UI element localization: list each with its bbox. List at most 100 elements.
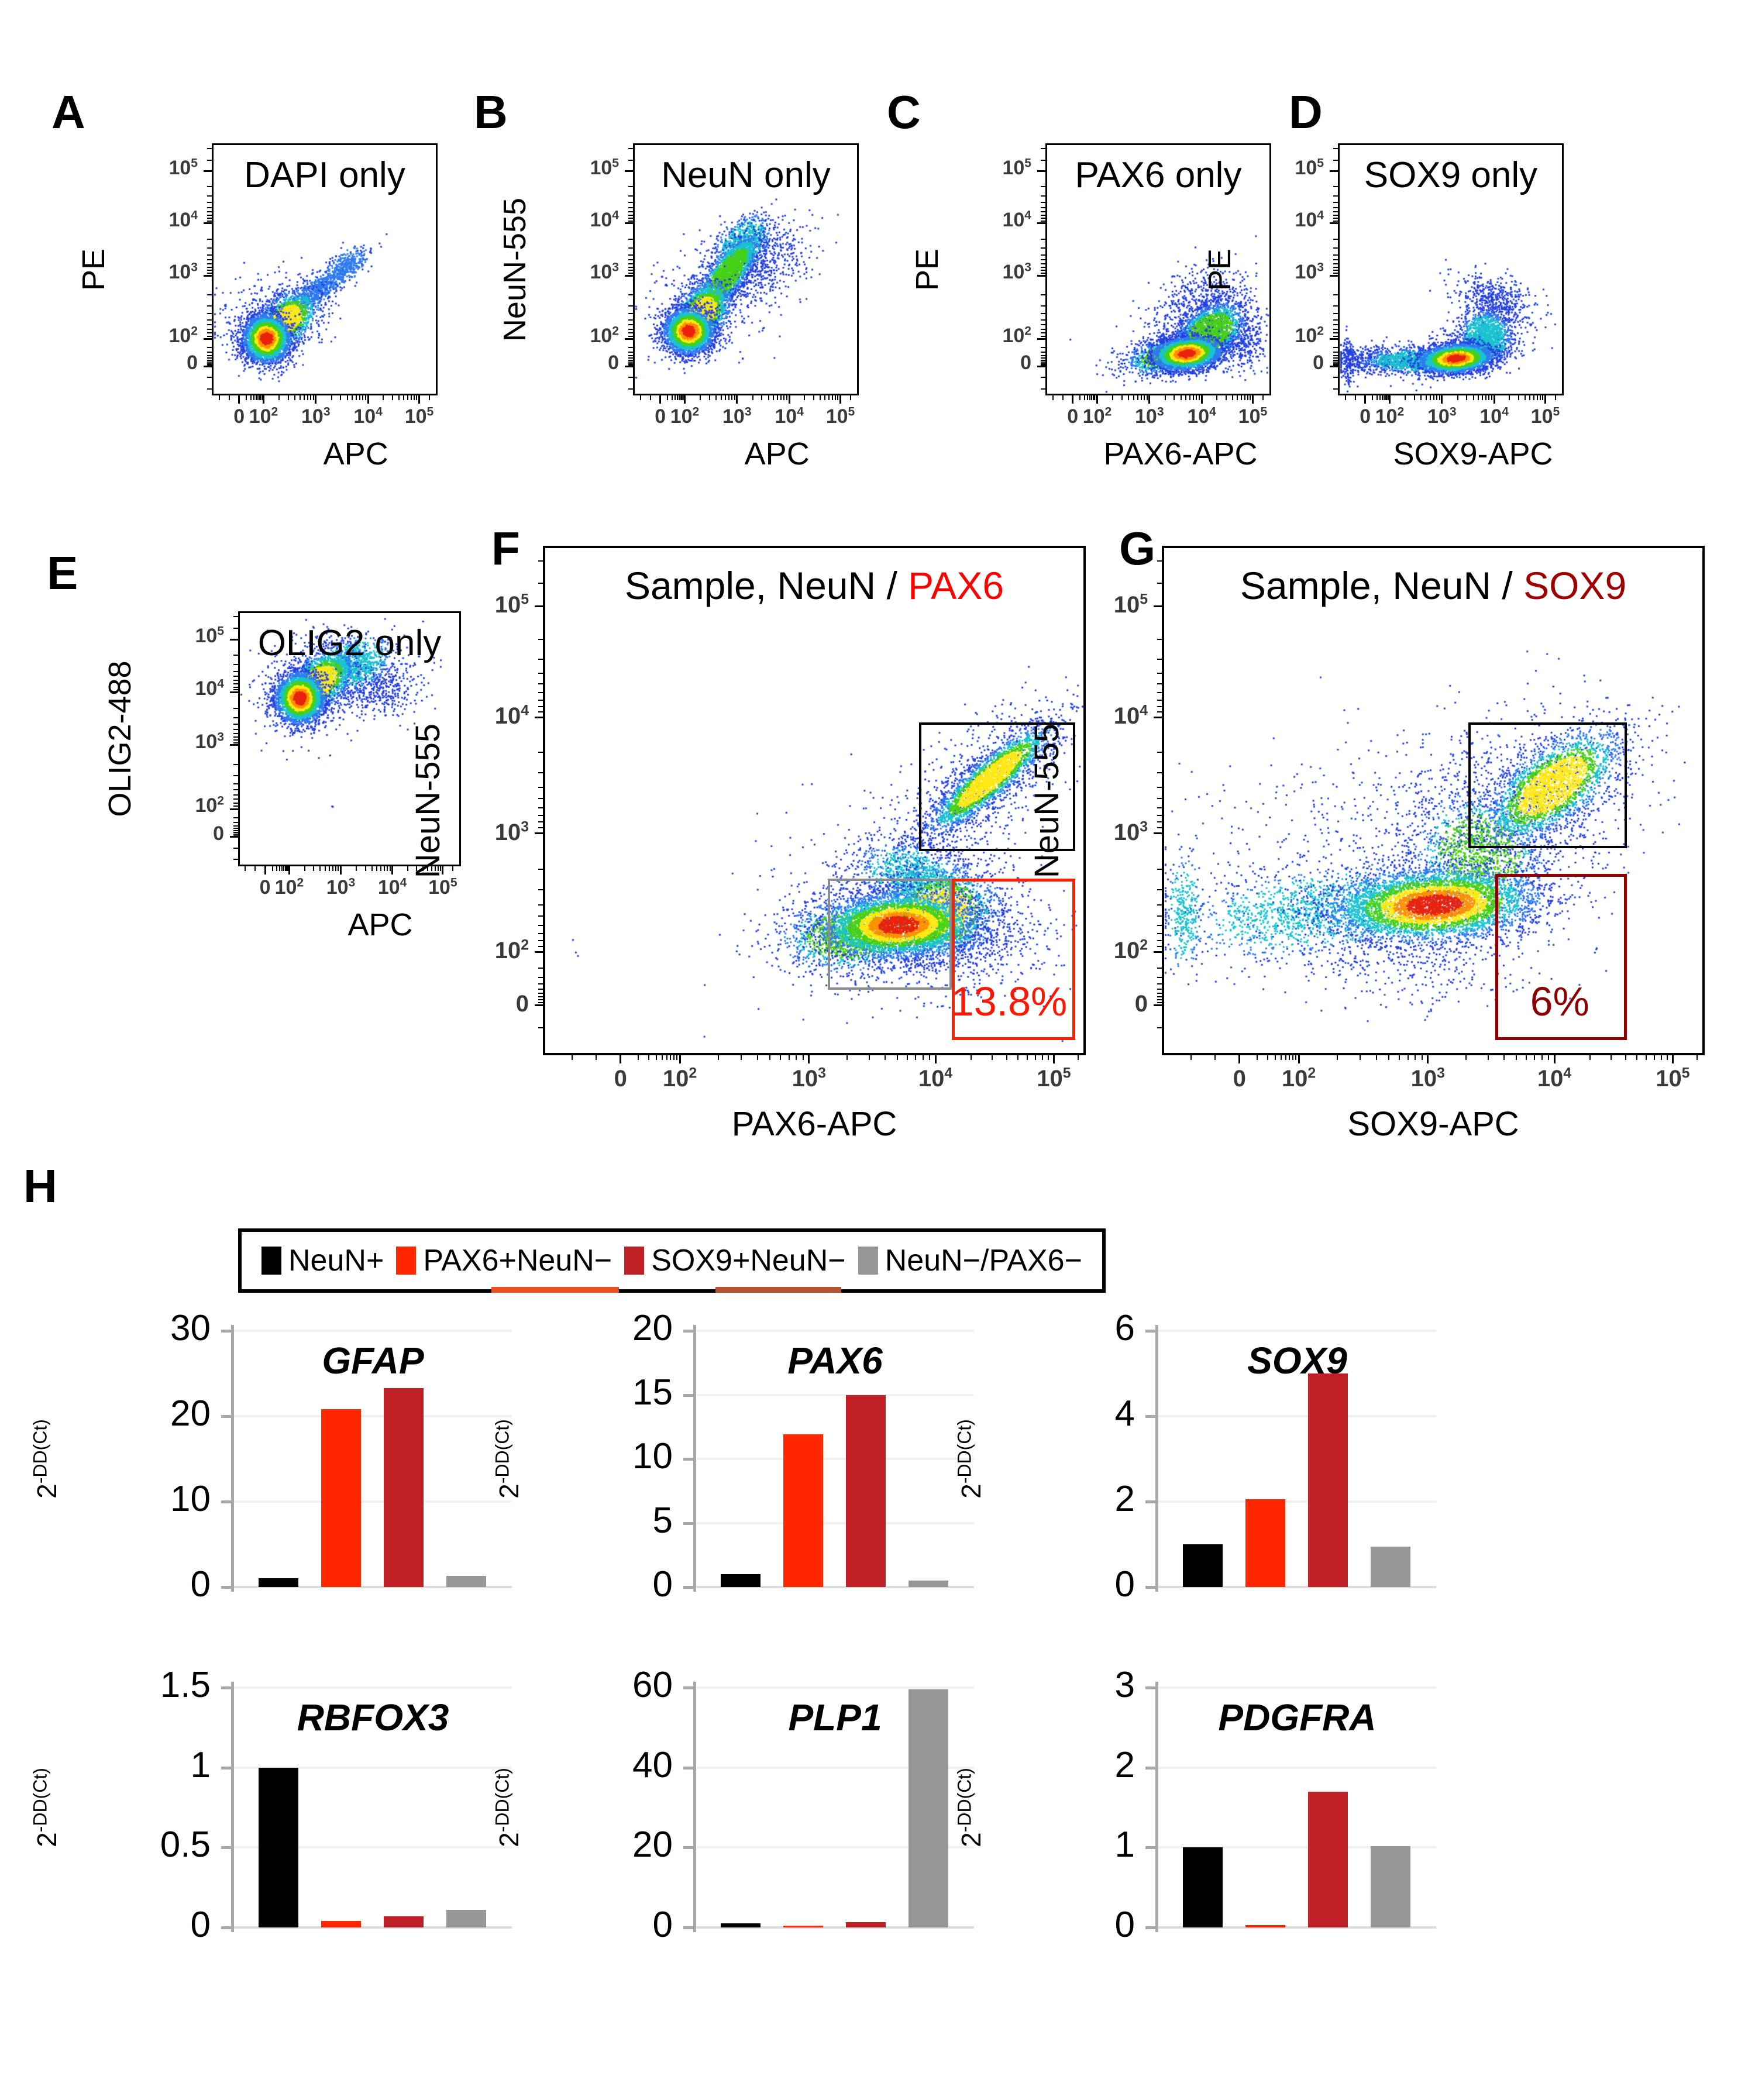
y-tick-minor [1333,305,1338,307]
y-tick-minor [628,220,633,222]
x-tick-minor [398,395,400,400]
x-tick-minor [389,866,391,871]
y-tick-minor [628,335,633,337]
x-tick-label: 102 [1082,405,1112,428]
x-tick-minor [1487,1055,1489,1060]
y-tick-mark [625,365,633,367]
plot-title-text: DAPI only [244,155,405,195]
x-tick-mark [315,395,317,404]
x-tick-minor [1421,1055,1423,1060]
y-tick-minor [1333,159,1338,161]
y-tick-minor [1333,332,1338,333]
legend-label: NeuN−/PAX6− [885,1244,1082,1278]
chart-gridline [1158,1415,1436,1417]
x-tick-minor [415,866,417,871]
y-tick-label: 104 [494,703,529,729]
y-tick-minor [538,814,543,816]
x-tick-minor [718,1055,720,1060]
x-tick-minor [1112,395,1114,400]
y-tick-minor [233,798,238,800]
x-tick-label: 105 [1530,405,1560,428]
y-tick-minor [628,346,633,348]
y-tick-minor [628,195,633,197]
y-tick-minor [1157,683,1162,684]
y-tick-minor [233,789,238,791]
x-tick-label: 105 [428,876,457,898]
y-tick-minor [233,717,238,718]
y-tick-minor [1333,328,1338,330]
panel-letter-E: E [47,547,78,599]
y-tick-label: 0 [1020,352,1031,374]
y-tick-minor [1157,946,1162,948]
legend-swatch [858,1247,878,1275]
y-tick-minor [628,273,633,274]
x-tick-minor [1354,395,1356,400]
x-tick-mark [442,866,444,875]
y-axis-label-B: NeuN-555 [497,197,532,342]
chart-gridline [234,1686,512,1689]
y-tick-minor [233,728,238,730]
y-tick-minor [1041,324,1045,326]
chart-gridline [696,1521,974,1524]
y-tick-minor [538,772,543,773]
y-tick-minor [233,834,238,835]
y-tick-minor [1333,351,1338,353]
x-tick-minor [1667,1055,1668,1060]
x-tick-minor [352,395,353,400]
x-tick-minor [1086,395,1088,400]
x-tick-mark [1364,395,1367,404]
chart-y-tick-label: 0.5 [160,1824,211,1865]
y-tick-label: 102 [1295,324,1324,347]
chart-gridline [1158,1846,1436,1849]
x-tick-minor [1425,395,1427,400]
y-tick-label: 0 [1134,991,1148,1017]
y-tick-mark [1330,365,1338,367]
y-tick-label: 104 [1002,208,1031,231]
y-tick-minor [1157,691,1162,693]
chart-y-tick-label: 60 [632,1665,673,1705]
x-tick-minor [428,395,430,400]
chart-gridline [234,1500,512,1503]
chart-tick-stub [221,1926,231,1929]
x-tick-label: 0 [655,405,666,428]
y-tick-minor [1041,270,1045,271]
y-tick-label: 0 [515,991,529,1017]
y-tick-minor [628,202,633,204]
legend-item-0: NeuN+ [261,1243,384,1278]
chart-y-tick-label: 2 [1114,1479,1135,1519]
x-axis-label-D: SOX9-APC [1393,436,1553,471]
chart-gridline [234,1766,512,1769]
chart-y-tick-label: 2 [1114,1744,1135,1785]
legend-label: NeuN+ [288,1244,384,1278]
x-tick-minor [1472,395,1474,400]
panel-letter-F: F [491,522,520,574]
x-tick-minor [1360,1055,1361,1060]
x-tick-minor [1696,1055,1698,1060]
y-tick-minor [538,946,543,948]
chart-title-PAX6: PAX6 [787,1340,883,1382]
x-tick-minor [1017,1055,1019,1060]
y-tick-minor [628,359,633,361]
y-tick-minor [1041,218,1045,219]
y-tick-mark [1037,170,1045,173]
y-tick-minor [1041,267,1045,268]
x-tick-label: 0 [614,1066,627,1092]
bar-SOX9-1 [1245,1499,1285,1587]
x-tick-minor [324,866,326,871]
x-tick-mark [1096,395,1098,404]
y-tick-minor [1157,976,1162,978]
x-tick-label: 102 [670,405,700,428]
legend-swatch [261,1247,281,1275]
plot-title-text: NeuN only [661,155,831,195]
chart-tick-stub [683,1393,693,1397]
x-tick-minor [299,395,301,400]
y-tick-mark [204,274,212,277]
x-tick-mark [736,395,738,404]
y-tick-minor [538,939,543,941]
x-tick-minor [819,395,821,400]
x-tick-minor [1398,1055,1400,1060]
chart-y-tick-label: 5 [652,1500,673,1541]
chart-gridline [1158,1330,1436,1332]
y-tick-minor [628,254,633,256]
x-tick-minor [1636,1055,1638,1060]
